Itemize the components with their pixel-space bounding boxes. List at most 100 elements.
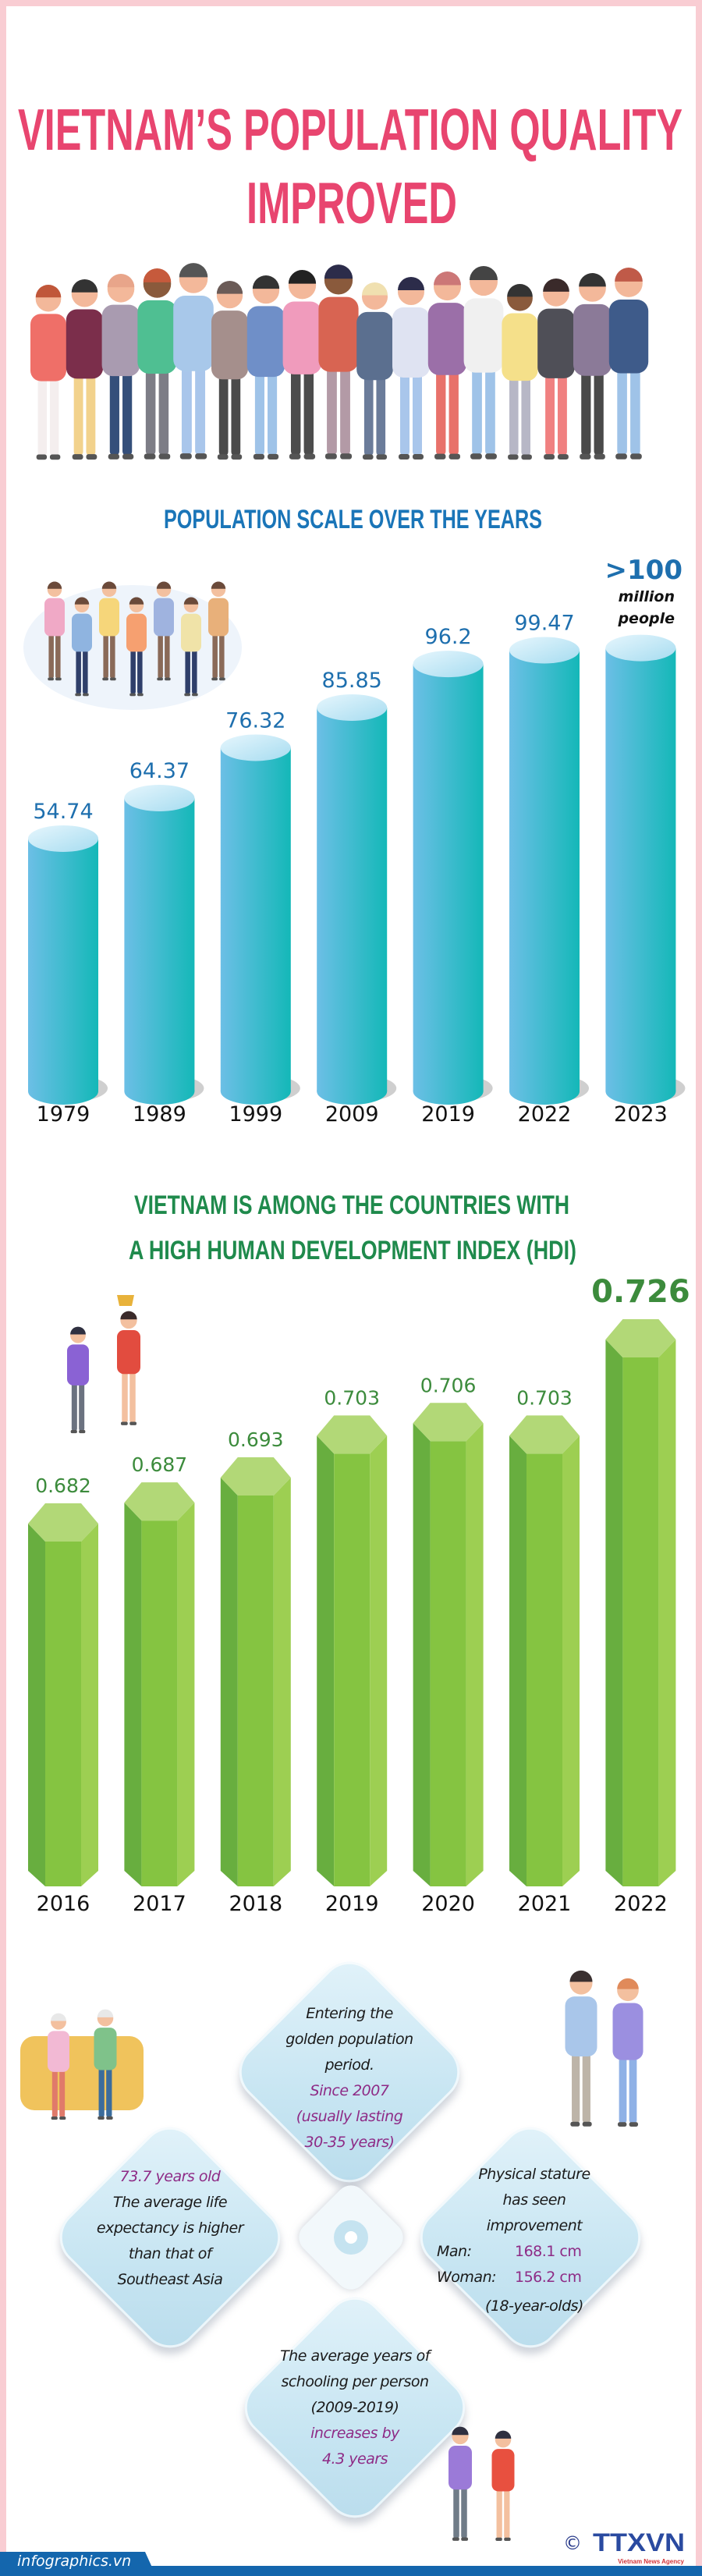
fact-top-highlight: Since 2007 xyxy=(310,2082,389,2099)
shoe xyxy=(51,2117,58,2120)
shoe xyxy=(618,2122,627,2127)
shoe xyxy=(86,454,98,460)
bar-top xyxy=(220,734,291,761)
page-border-left xyxy=(0,0,6,2567)
fact-top-highlight: 30-35 years) xyxy=(304,2134,395,2151)
hair xyxy=(156,581,172,589)
bar-body xyxy=(317,708,388,1091)
bar-top xyxy=(28,1503,98,1542)
bar-base xyxy=(317,1078,388,1105)
leg xyxy=(137,648,143,694)
bar-2018 xyxy=(220,1457,291,1886)
hair xyxy=(120,1311,137,1320)
leg xyxy=(158,632,163,679)
leg xyxy=(37,374,48,456)
bar-top xyxy=(317,694,388,722)
crowd-person xyxy=(573,273,612,459)
shoe xyxy=(36,454,48,460)
bar-face-right xyxy=(562,1435,580,1886)
hair xyxy=(398,277,424,290)
shoe xyxy=(508,454,519,460)
leg xyxy=(49,374,59,456)
torso xyxy=(573,303,612,376)
bar-top xyxy=(413,651,484,678)
leg xyxy=(619,2053,627,2124)
torso xyxy=(44,598,65,637)
bar-face-right xyxy=(466,1423,484,1886)
leg xyxy=(98,2065,105,2117)
year-label: 2016 xyxy=(37,1892,90,1916)
copyright-icon: © xyxy=(563,2532,582,2554)
shoe xyxy=(137,693,144,697)
leg xyxy=(158,365,169,456)
crowd-person xyxy=(427,271,467,459)
year-label: 2017 xyxy=(133,1892,186,1916)
fact-top-line: golden population xyxy=(285,2031,413,2048)
leg xyxy=(630,365,640,456)
shoe xyxy=(98,2116,105,2120)
fact-right-line: has seen xyxy=(502,2191,566,2209)
bar-face-left xyxy=(413,1423,431,1886)
life-expectancy-value: 73.7 years old xyxy=(119,2168,221,2185)
leg xyxy=(231,371,241,456)
fact-left-text: 73.7 years old The average life expectan… xyxy=(61,2164,279,2293)
value-label: 0.682 xyxy=(35,1474,91,1497)
shoe xyxy=(219,677,225,681)
main-title-line1: VIETNAM’S POPULATION QUALITY xyxy=(18,97,682,162)
shoe xyxy=(521,454,532,460)
kid-boy xyxy=(67,1326,89,1434)
bar-base xyxy=(28,1078,98,1105)
crowd-person xyxy=(356,282,393,460)
trophy-icon xyxy=(117,1295,134,1306)
crowd-person xyxy=(211,280,248,460)
value-label: 85.85 xyxy=(322,669,382,693)
crowd-person xyxy=(173,263,214,459)
fact-bottom-line: (2009-2019) xyxy=(310,2399,399,2416)
bar-top xyxy=(124,1482,195,1521)
leg xyxy=(581,367,591,456)
hair xyxy=(252,275,280,289)
torso xyxy=(282,301,322,374)
shoe xyxy=(158,453,171,459)
footer-tab xyxy=(0,2552,156,2576)
torso xyxy=(463,298,504,373)
page-border-right xyxy=(696,0,702,2567)
bar-face-right xyxy=(81,1524,98,1886)
leg xyxy=(130,648,136,694)
bar-base xyxy=(124,1078,195,1105)
bar-face-front xyxy=(237,1495,274,1886)
bar-2022 xyxy=(605,1318,676,1886)
hair xyxy=(470,266,498,281)
shoe xyxy=(108,453,119,459)
leg xyxy=(165,632,170,679)
fact-left-line: than that of xyxy=(128,2245,212,2262)
fact-right-line: improvement xyxy=(486,2217,583,2234)
shoe xyxy=(448,453,460,459)
value-label: 96.2 xyxy=(425,625,472,649)
bar-face-front xyxy=(141,1520,178,1886)
shoe xyxy=(49,454,61,460)
year-label: 2009 xyxy=(325,1102,379,1127)
leg xyxy=(76,648,81,694)
shoe xyxy=(231,454,243,460)
friend-person xyxy=(208,581,229,681)
fact-left-line: expectancy is higher xyxy=(96,2219,244,2237)
leg xyxy=(376,372,386,456)
shoe xyxy=(83,693,89,697)
bar-base xyxy=(509,1078,580,1105)
bar-body xyxy=(509,650,580,1091)
leg xyxy=(572,2049,580,2124)
shoe xyxy=(157,677,163,681)
torso xyxy=(612,2003,644,2060)
torso xyxy=(66,309,104,379)
footer-site-link[interactable]: infographics.vn xyxy=(17,2553,132,2570)
torso xyxy=(137,300,177,374)
leg xyxy=(195,363,206,456)
leg xyxy=(290,366,301,456)
hair xyxy=(51,2013,66,2021)
leg xyxy=(557,371,567,456)
torso xyxy=(99,598,119,637)
grandfather xyxy=(94,2009,117,2120)
hair xyxy=(107,274,135,288)
center-ring-icon xyxy=(334,2220,368,2255)
